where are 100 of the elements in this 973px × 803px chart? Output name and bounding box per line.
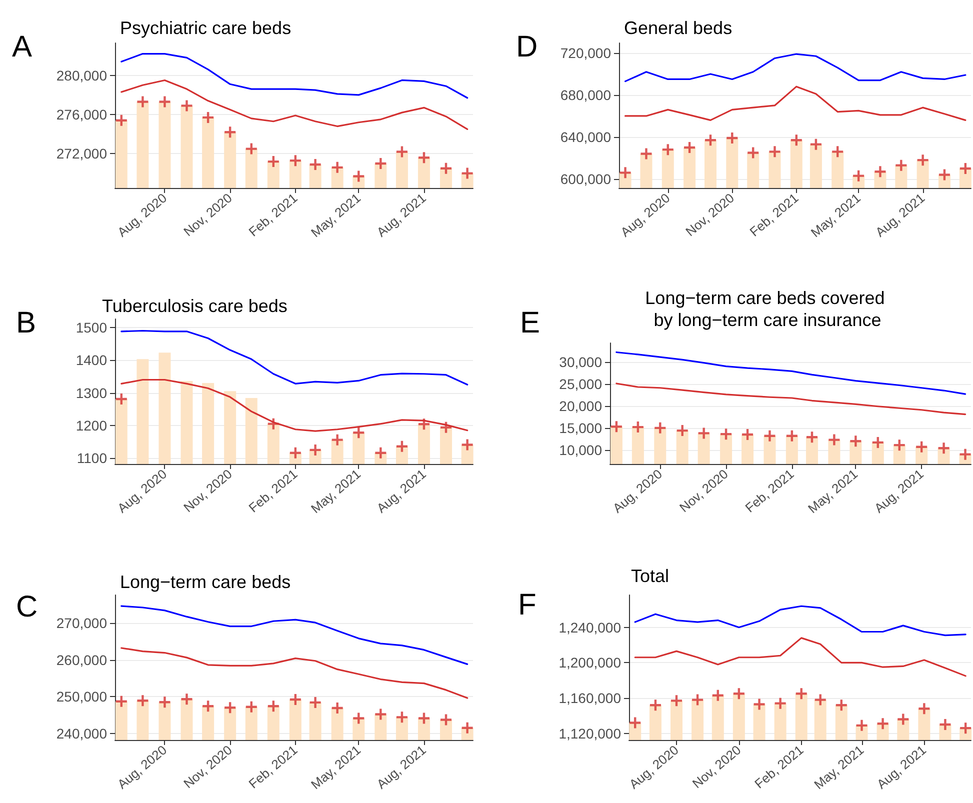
point <box>640 148 652 160</box>
point <box>828 434 840 446</box>
point <box>704 134 716 146</box>
y-tick-label: 30,000 <box>559 354 602 370</box>
point <box>268 700 279 712</box>
point <box>224 126 236 138</box>
line-series <box>120 330 468 386</box>
point <box>742 429 754 440</box>
point <box>810 138 822 150</box>
point <box>877 718 888 730</box>
line-series <box>616 382 966 416</box>
point <box>159 96 170 108</box>
point <box>918 703 930 714</box>
point <box>396 146 408 158</box>
point <box>246 701 257 712</box>
y-tick-label: 600,000 <box>560 170 612 187</box>
point <box>938 169 950 180</box>
point <box>917 154 928 166</box>
point <box>650 700 661 711</box>
point <box>310 158 321 170</box>
point <box>850 436 862 447</box>
y-tick-label: 25,000 <box>559 376 602 392</box>
text: D <box>516 30 538 64</box>
point <box>832 146 844 158</box>
point <box>960 162 971 174</box>
point <box>332 162 343 173</box>
line-series <box>120 52 468 99</box>
y-tick-label: 1500 <box>76 319 108 336</box>
point <box>137 96 148 108</box>
point <box>676 425 688 436</box>
point <box>116 696 127 707</box>
y-tick-label: 10,000 <box>559 442 602 458</box>
point <box>159 696 170 708</box>
point <box>620 167 631 178</box>
chart-title: Long−term care beds <box>120 572 291 592</box>
chart-title: Tuberculosis care beds <box>102 296 288 316</box>
point <box>654 422 666 434</box>
point <box>418 712 430 724</box>
point <box>856 720 868 731</box>
point <box>116 394 127 405</box>
y-tick-label: 680,000 <box>560 86 612 103</box>
point <box>774 698 786 709</box>
y-tick-label: 260,000 <box>56 652 108 668</box>
y-tick-label: 280,000 <box>56 67 108 84</box>
y-tick-label: 15,000 <box>559 420 602 436</box>
point <box>353 712 364 724</box>
point <box>896 160 907 171</box>
line-series <box>120 605 468 665</box>
point <box>836 700 847 711</box>
chart-title: Psychiatric care beds <box>120 18 292 38</box>
point <box>853 170 864 182</box>
y-tick-label: 1200 <box>76 417 108 434</box>
point <box>960 448 971 460</box>
point <box>396 440 408 452</box>
y-tick-label: 720,000 <box>560 44 612 61</box>
point <box>894 440 905 451</box>
point <box>440 162 452 174</box>
point <box>754 698 765 710</box>
point <box>786 430 798 442</box>
point <box>733 688 744 700</box>
point <box>246 143 257 154</box>
point <box>916 441 928 452</box>
point <box>268 418 279 430</box>
point <box>698 428 710 439</box>
point <box>224 702 236 714</box>
point <box>806 432 818 443</box>
point <box>748 147 759 158</box>
y-tick-label: 1100 <box>76 450 108 466</box>
point <box>375 158 386 170</box>
point <box>290 447 301 458</box>
y-tick-label: 272,000 <box>56 146 108 162</box>
point <box>790 134 802 146</box>
point <box>632 422 644 433</box>
point <box>332 702 343 714</box>
point <box>418 152 430 164</box>
text: B <box>16 306 36 340</box>
point <box>268 156 279 168</box>
point <box>692 694 704 706</box>
y-tick-label: 1,120,000 <box>558 725 622 742</box>
point <box>396 712 408 723</box>
point <box>940 719 951 730</box>
point <box>181 694 192 705</box>
line-series <box>120 647 468 699</box>
point <box>662 144 674 156</box>
point <box>796 688 807 700</box>
point <box>462 168 473 179</box>
y-tick-label: 640,000 <box>560 128 612 145</box>
text: E <box>520 306 540 340</box>
point <box>462 722 473 734</box>
point <box>938 442 950 454</box>
point <box>202 112 214 123</box>
point <box>712 690 724 701</box>
y-tick-label: 20,000 <box>559 398 602 414</box>
point <box>960 722 972 734</box>
point <box>764 430 776 442</box>
point <box>898 714 909 725</box>
point <box>814 694 826 706</box>
point <box>137 695 148 706</box>
point <box>375 447 386 458</box>
chart-title: Long−term care beds covered by long−term care insurance <box>645 288 885 330</box>
